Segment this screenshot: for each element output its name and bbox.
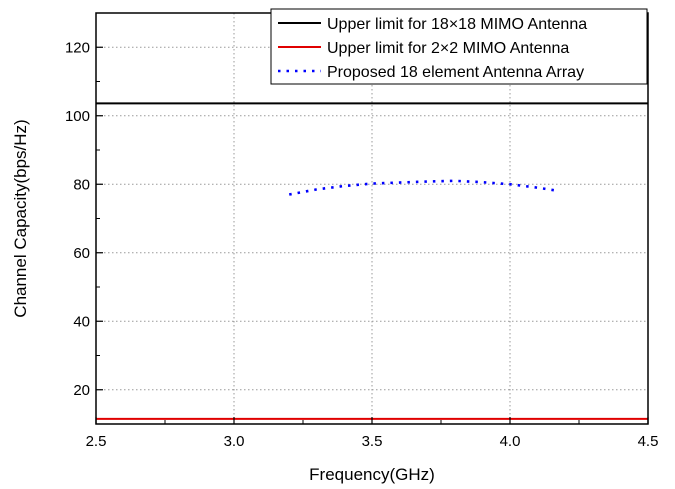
- legend-box: [270, 8, 648, 85]
- x-axis-label: Frequency(GHz): [309, 465, 435, 484]
- x-tick-label: 3.5: [362, 433, 383, 450]
- y-tick-label: 40: [73, 313, 90, 330]
- legend-label-2: Upper limit for 2×2 MIMO Antenna: [327, 40, 569, 57]
- y-tick-label: 20: [73, 382, 90, 399]
- x-tick-label: 4.5: [638, 433, 659, 450]
- x-tick-label: 3.0: [224, 433, 245, 450]
- legend-items: Upper limit for 18×18 MIMO Antenna Upper …: [278, 16, 587, 81]
- legend-label-1: Upper limit for 18×18 MIMO Antenna: [327, 16, 587, 33]
- y-axis-label: Channel Capacity(bps/Hz): [11, 119, 30, 317]
- y-tick-label: 60: [73, 245, 90, 262]
- legend-label-3: Proposed 18 element Antenna Array: [327, 64, 584, 81]
- series-line-3: [288, 179, 560, 196]
- y-tick-label: 100: [65, 108, 90, 125]
- y-tick-label: 80: [73, 176, 90, 193]
- legend: Upper limit for 18×18 MIMO Antenna Upper …: [270, 8, 648, 85]
- x-tick-label: 4.0: [500, 433, 521, 450]
- x-tick-label: 2.5: [86, 433, 107, 450]
- axis-ticks: 2.5 3.0 3.5 4.0 4.5 20 40 60 80 100 120: [65, 39, 658, 450]
- grid-lines: [96, 13, 648, 424]
- y-tick-label: 120: [65, 39, 90, 56]
